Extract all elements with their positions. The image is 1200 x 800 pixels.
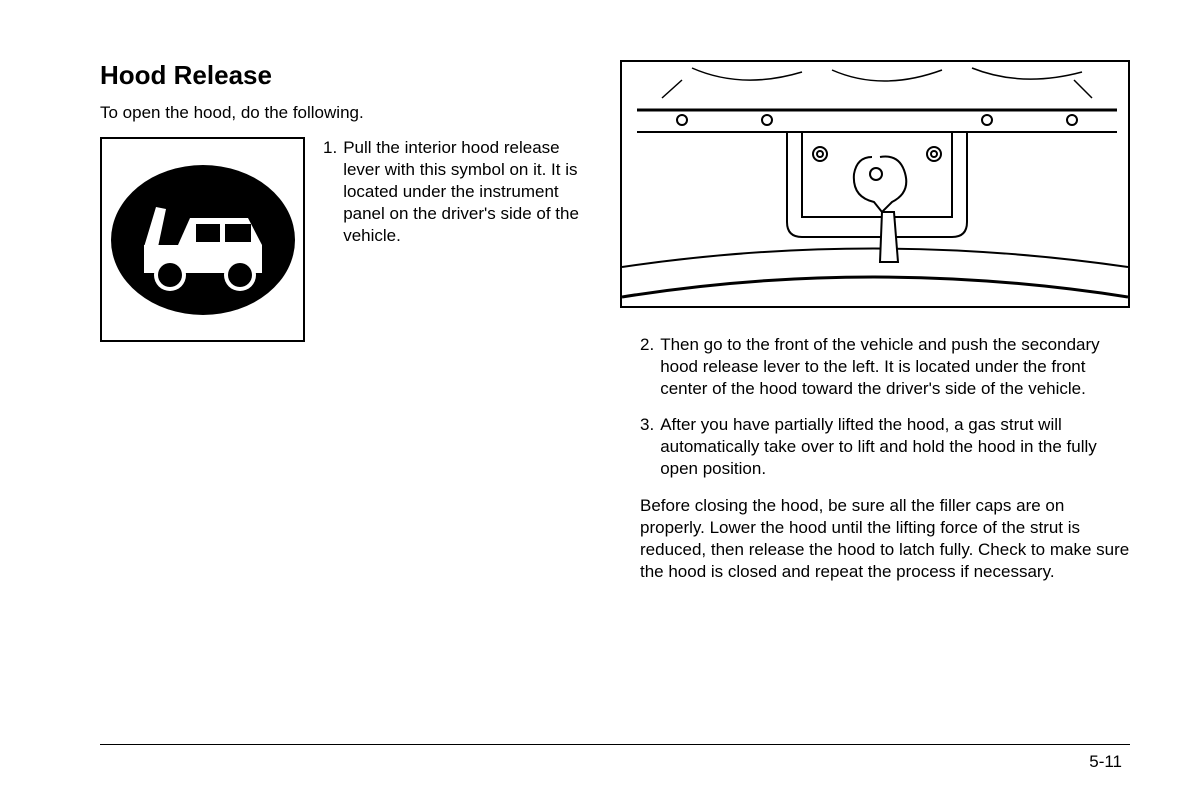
step-3: 3. After you have partially lifted the h… (640, 414, 1130, 480)
engine-diagram-box (620, 60, 1130, 308)
footer-rule (100, 744, 1130, 745)
car-hood-open-icon (108, 160, 298, 320)
step-2-text: Then go to the front of the vehicle and … (660, 334, 1130, 400)
step-3-text: After you have partially lifted the hood… (660, 414, 1130, 480)
left-column: Hood Release To open the hood, do the fo… (100, 60, 580, 583)
step-2: 2. Then go to the front of the vehicle a… (640, 334, 1130, 400)
right-steps-list: 2. Then go to the front of the vehicle a… (620, 334, 1130, 481)
step-1-num: 1. (323, 137, 337, 247)
step-1: 1. Pull the interior hood release lever … (323, 137, 580, 247)
intro-paragraph: To open the hood, do the following. (100, 103, 580, 123)
step-1-text: Pull the interior hood release lever wit… (343, 137, 580, 247)
closing-paragraph: Before closing the hood, be sure all the… (620, 495, 1130, 583)
step-3-num: 3. (640, 414, 654, 480)
right-column: 2. Then go to the front of the vehicle a… (620, 60, 1130, 583)
page-number: 5-11 (1089, 752, 1122, 772)
hood-symbol-box (100, 137, 305, 342)
step-2-num: 2. (640, 334, 654, 400)
page-columns: Hood Release To open the hood, do the fo… (100, 60, 1130, 583)
section-heading: Hood Release (100, 60, 580, 91)
hood-latch-diagram-icon (622, 62, 1128, 306)
step-1-row: 1. Pull the interior hood release lever … (100, 137, 580, 342)
